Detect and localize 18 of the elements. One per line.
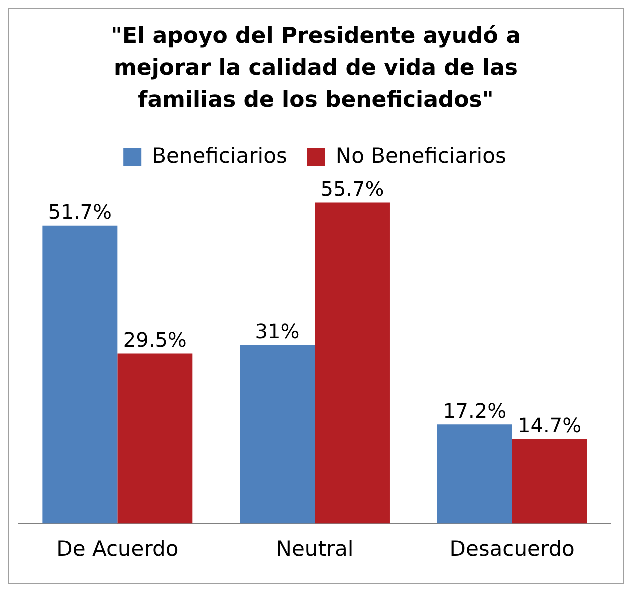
legend-label: No Beneficiarios <box>336 144 506 168</box>
data-label: 14.7% <box>518 413 582 438</box>
bar <box>118 354 193 524</box>
bar <box>437 424 512 524</box>
data-label: 29.5% <box>123 328 187 352</box>
bar <box>512 439 588 524</box>
data-label: 55.7% <box>320 176 384 201</box>
x-tick-label: De Acuerdo <box>56 536 179 561</box>
chart-title: "El apoyo del Presidente ayudó a mejorar la calidad de vida de las familias de los beneficiados" <box>110 23 522 115</box>
bar <box>315 202 390 524</box>
x-tick-label: Desacuerdo <box>450 536 575 561</box>
data-label: 51.7% <box>48 200 112 224</box>
legend-label: Beneficiarios <box>152 144 288 168</box>
x-tick-label: Neutral <box>276 536 354 561</box>
bar <box>42 226 118 524</box>
data-label: 17.2% <box>443 398 507 423</box>
bar <box>240 345 315 524</box>
data-label: 31% <box>255 319 300 344</box>
